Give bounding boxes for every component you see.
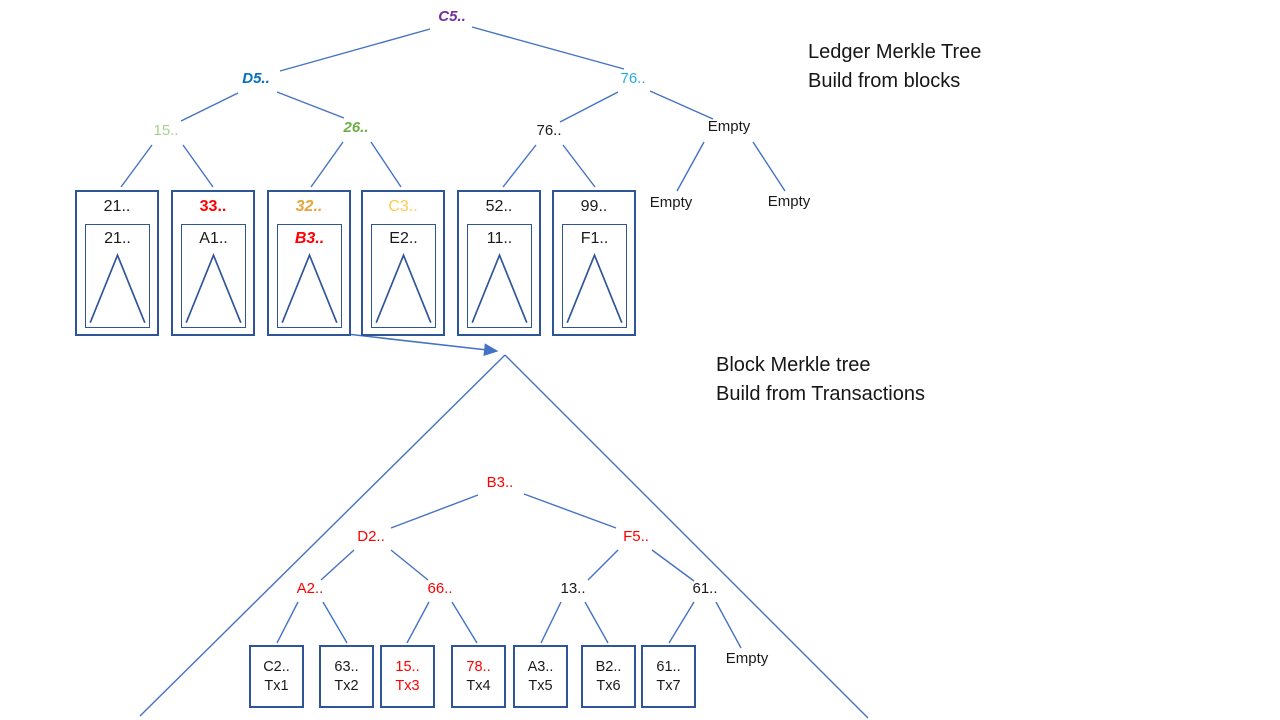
block-hash-label: 99.. (580, 198, 608, 215)
block-node-66: 66.. (427, 580, 453, 597)
block-root-label: 21.. (104, 229, 131, 247)
block-inner-box: 21.. (85, 224, 150, 328)
tx-hash-label: C2.. (263, 658, 290, 675)
ledger-root-node: C5.. (438, 8, 466, 25)
subtree-triangle-icon (185, 252, 242, 324)
block-inner-box: F1.. (562, 224, 627, 328)
ledger-node-76-blue: 76.. (620, 70, 646, 87)
ledger-leaf-box-3: 32.. B3.. (267, 190, 351, 336)
ledger-leaf-box-5: 52.. 11.. (457, 190, 541, 336)
tx-hash-label: A3.. (527, 658, 554, 675)
block-inner-box: E2.. (371, 224, 436, 328)
block-hash-label: 33.. (199, 198, 227, 215)
block-root-node: B3.. (486, 474, 514, 491)
ledger-leaf-box-1: 21.. 21.. (75, 190, 159, 336)
block-root-label: E2.. (389, 229, 418, 247)
tx-id-label: Tx6 (596, 677, 621, 694)
ledger-tree-edges (120, 26, 786, 192)
tx-hash-label: 78.. (466, 658, 491, 675)
tx-hash-label: 15.. (395, 658, 420, 675)
block-root-label: 11.. (486, 229, 513, 247)
tx-leaf-box-7: 61.. Tx7 (641, 645, 696, 708)
ledger-leaf-box-6: 99.. F1.. (552, 190, 636, 336)
tx-hash-label: 61.. (656, 658, 681, 675)
block-hash-label: 52.. (485, 198, 513, 215)
tx-leaf-box-1: C2.. Tx1 (249, 645, 304, 708)
block-tree-heading: Block Merkle tree Build from Transaction… (716, 351, 925, 409)
block-root-label: F1.. (580, 229, 609, 247)
block-node-f5: F5.. (623, 528, 649, 545)
tx-id-label: Tx7 (656, 677, 681, 694)
block-inner-box: B3.. (277, 224, 342, 328)
subtree-triangle-icon (471, 252, 528, 324)
block-node-61: 61.. (692, 580, 718, 597)
subtree-triangle-icon (89, 252, 146, 324)
ledger-heading-line2: Build from blocks (808, 70, 961, 92)
ledger-node-d5: D5.. (242, 70, 270, 87)
block-hash-label: C3.. (388, 198, 418, 215)
block-hash-label: 32.. (295, 198, 323, 215)
block-root-label: B3.. (294, 229, 325, 247)
tx-leaf-box-2: 63.. Tx2 (319, 645, 374, 708)
ledger-node-76-black: 76.. (536, 122, 562, 139)
block-heading-line1: Block Merkle tree (716, 354, 871, 376)
tx-id-label: Tx3 (395, 677, 420, 694)
tx-id-label: Tx4 (466, 677, 491, 694)
subtree-triangle-icon (566, 252, 623, 324)
tx-id-label: Tx2 (334, 677, 359, 694)
block-node-13: 13.. (560, 580, 586, 597)
tx-id-label: Tx5 (528, 677, 553, 694)
block-inner-box: 11.. (467, 224, 532, 328)
tx-hash-label: 63.. (334, 658, 359, 675)
block-root-label: A1.. (199, 229, 228, 247)
block-hash-label: 21.. (103, 198, 131, 215)
ledger-heading-line1: Ledger Merkle Tree (808, 41, 982, 63)
tx-id-label: Tx1 (264, 677, 289, 694)
tx-leaf-box-5: A3.. Tx5 (513, 645, 568, 708)
block-tree-boundary-triangle (139, 354, 869, 719)
tx-hash-label: B2.. (595, 658, 622, 675)
tx-leaf-box-4: 78.. Tx4 (451, 645, 506, 708)
ledger-node-26: 26.. (343, 119, 369, 136)
block-heading-line2: Build from Transactions (716, 383, 925, 405)
block-inner-box: A1.. (181, 224, 246, 328)
ledger-node-15: 15.. (153, 122, 179, 139)
ledger-empty-leaf-right: Empty (767, 193, 811, 210)
ledger-leaf-box-4: C3.. E2.. (361, 190, 445, 336)
ledger-node-empty: Empty (707, 118, 751, 135)
ledger-empty-leaf-left: Empty (649, 194, 693, 211)
block-node-d2: D2.. (357, 528, 385, 545)
block-empty-leaf: Empty (725, 650, 769, 667)
tx-leaf-box-6: B2.. Tx6 (581, 645, 636, 708)
block-tree-edges (276, 493, 742, 649)
tx-leaf-box-3: 15.. Tx3 (380, 645, 435, 708)
block-node-a2: A2.. (296, 580, 324, 597)
ledger-leaf-box-2: 33.. A1.. (171, 190, 255, 336)
ledger-tree-heading: Ledger Merkle Tree Build from blocks (808, 38, 981, 96)
subtree-triangle-icon (281, 252, 338, 324)
subtree-triangle-icon (375, 252, 432, 324)
